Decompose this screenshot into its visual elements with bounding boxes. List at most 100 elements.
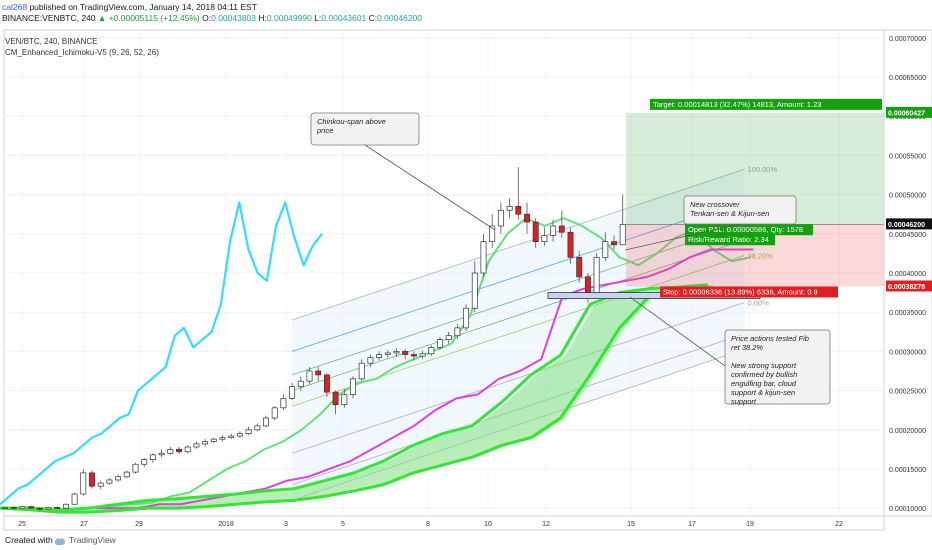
ohlc-open-key: O:: [202, 13, 212, 23]
price-change: ▲ +0.00005115 (+12.45%): [97, 13, 200, 23]
callout-support-text: ret 38.2%: [731, 343, 763, 352]
candle-bull: [489, 225, 496, 242]
candle-bull: [228, 435, 235, 438]
callout-chinkou-text: price: [316, 126, 333, 135]
candle-bull: [193, 443, 200, 448]
candle-bear: [576, 256, 583, 278]
target-label: Target: 0.00014813 (32.47%) 14813, Amoun…: [653, 100, 821, 109]
time-axis-pane: [3, 515, 885, 531]
candle-bull: [602, 241, 609, 258]
y-tick-label: 0.00030000: [889, 349, 926, 356]
y-tick-label: 0.00020000: [889, 428, 926, 435]
candle-bear: [54, 507, 61, 509]
y-tick-label: 0.00055000: [889, 153, 926, 160]
candle-bear: [558, 225, 565, 233]
created-with-text: Created with: [5, 535, 53, 545]
publisher-username[interactable]: cal268: [2, 2, 28, 12]
candle-bear: [315, 370, 322, 376]
candle-bull: [62, 503, 69, 509]
y-tick-label: 0.00045000: [889, 232, 926, 239]
callout-crossover-text: Tenkan-sen & Kijun-sen: [690, 209, 769, 218]
y-tick-label: 0.00040000: [889, 271, 926, 278]
candle-bull: [376, 354, 383, 359]
fib-level-label: 100.00%: [748, 165, 778, 174]
candle-bull: [619, 224, 626, 246]
callout-support-text: support & kijun-sen: [731, 388, 795, 397]
candlesticks: [2, 167, 626, 511]
callout-support-text: engulfing bar, cloud: [731, 379, 797, 388]
price-tag: 0.00046200: [888, 222, 925, 229]
callout-crossover-box: [683, 195, 797, 225]
candle-bull: [393, 351, 400, 354]
publish-text: published on TradingView.com, January 14…: [29, 2, 257, 12]
series-line-kijun: [96, 248, 754, 510]
candle-bull: [167, 449, 174, 454]
x-tick-label: 8: [426, 521, 430, 528]
price-tag-bg: [886, 280, 932, 292]
candle-bull: [149, 454, 156, 460]
ohlc-high-key: H:: [258, 13, 267, 23]
symbol-line: BINANCE:VENBTC, 240: [2, 13, 96, 23]
candle-bear: [410, 354, 417, 357]
cloud-fill: [5, 284, 713, 513]
axes: 0.00010000 0.00015000 0.00020000 0.00025000…: [3, 29, 932, 531]
tradingview-logo-icon: [55, 538, 65, 545]
x-tick-label: 10: [484, 521, 492, 528]
ohlc-low: 0.00043601: [321, 13, 367, 23]
candle-bull: [480, 241, 487, 274]
footer: Created with TradingView: [0, 532, 200, 550]
series-line-senkou-a: [0, 283, 709, 512]
ohlc-open: 0.00043803: [211, 13, 257, 23]
candle-bear: [36, 507, 43, 510]
candle-bull: [541, 235, 548, 242]
x-tick-label: 29: [135, 521, 143, 528]
candle-bull: [2, 507, 8, 509]
x-tick-label: 17: [688, 521, 696, 528]
candle-bull: [358, 362, 365, 380]
risk-reward-label-bg: [685, 234, 775, 246]
series-line-chikou: [0, 201, 323, 506]
target-label-bg: [650, 98, 882, 110]
ichimoku-cloud: [5, 284, 713, 513]
callout-crossover-text: New crossover: [690, 200, 740, 209]
callout-support-text: New strong support: [731, 361, 797, 370]
candle-bear: [515, 206, 522, 215]
x-tick-label: 12: [542, 521, 550, 528]
candle-bull: [437, 339, 443, 348]
candle-bull: [210, 438, 217, 442]
candle-bull: [132, 463, 139, 473]
open-pnl-label: Open P&L: 0.00000586, Qty: 1578: [688, 225, 803, 234]
x-tick-label: 19: [746, 521, 754, 528]
legend-indicator[interactable]: CM_Enhanced_Ichimoku-V5 (9, 26, 52, 26): [5, 48, 159, 57]
candle-bull: [367, 357, 374, 364]
candle-bull: [45, 507, 52, 510]
callout-support-text: Price actions tested Fib: [731, 334, 809, 343]
candle-bull: [471, 272, 478, 309]
candle-bull: [123, 471, 130, 478]
price-chart[interactable]: 100.00%78.60%61.80%50.00%38.20%0.00%50.0…: [0, 0, 932, 532]
price-tag: 0.00060427: [888, 110, 925, 117]
candle-bull: [106, 479, 113, 484]
stop-label-bg: [660, 286, 838, 298]
ohlc-high: 0.00049990: [266, 13, 312, 23]
candle-bull: [271, 407, 278, 419]
x-tick-label: 3: [284, 521, 288, 528]
open-pnl-label-bg: [685, 224, 813, 236]
y-tick-label: 0.00010000: [889, 506, 926, 513]
x-tick-label: 22: [835, 521, 843, 528]
candle-bull: [19, 506, 26, 509]
candle-bull: [593, 256, 600, 297]
series-line-senkou-b: [0, 288, 709, 514]
candle-bull: [115, 476, 122, 481]
candle-bull: [497, 209, 504, 227]
y-tick-label: 0.00025000: [889, 389, 926, 396]
candle-bear: [176, 449, 182, 453]
candle-bull: [350, 378, 356, 395]
tradingview-brand[interactable]: TradingView: [69, 535, 116, 545]
candle-bear: [28, 506, 35, 509]
x-tick-label: 2018: [218, 521, 234, 528]
legend-symbol: VEN/BTC, 240, BINANCE: [5, 37, 98, 46]
callout-crossover-pointer: [624, 223, 741, 251]
fib-line: [291, 239, 745, 391]
candle-bull: [71, 493, 78, 505]
